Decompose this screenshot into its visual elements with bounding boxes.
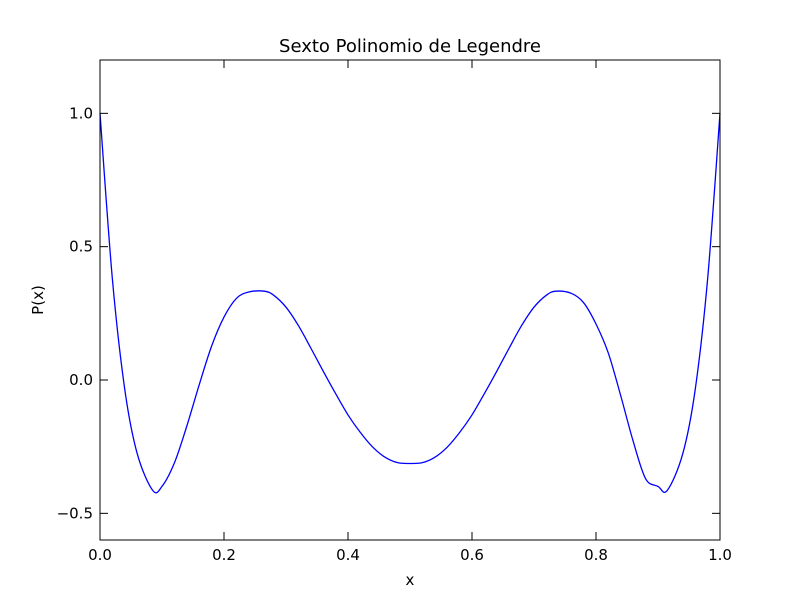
tick-labels: 0.0 0.2 0.4 0.6 0.8 1.0 −0.5 0.0 0.5 1.0	[57, 104, 732, 564]
y-tick-label: 0.5	[69, 238, 93, 256]
x-tick-label: 1.0	[708, 546, 732, 564]
y-tick-label: 1.0	[69, 104, 93, 122]
plot-frame	[99, 59, 721, 541]
x-tick-label: 0.0	[88, 546, 112, 564]
y-tick-label: 0.0	[69, 371, 93, 389]
x-tick-label: 0.2	[212, 546, 236, 564]
x-tick-label: 0.4	[336, 546, 360, 564]
y-axis-label: P(x)	[29, 285, 47, 315]
x-tick-label: 0.6	[460, 546, 484, 564]
y-tick-label: −0.5	[57, 504, 93, 522]
series-line	[99, 113, 721, 494]
x-axis-label: x	[406, 571, 415, 589]
x-tick-label: 0.8	[584, 546, 608, 564]
plot-area	[100, 60, 720, 540]
chart-title: Sexto Polinomio de Legendre	[279, 36, 541, 57]
